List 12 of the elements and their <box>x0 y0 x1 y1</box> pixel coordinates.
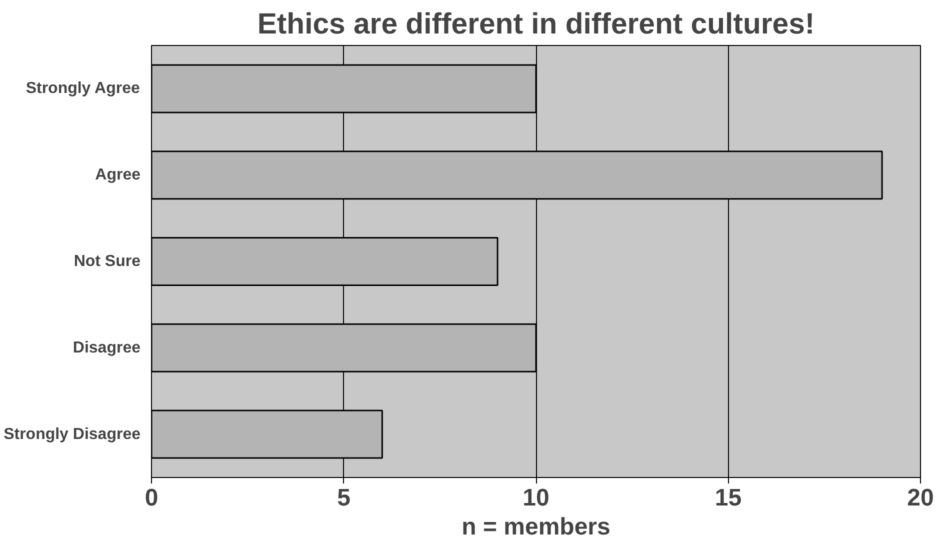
y-tick-label: Strongly Disagree <box>4 426 141 443</box>
x-tick-label: 15 <box>714 484 742 512</box>
x-axis-title: n = members <box>462 514 610 540</box>
x-tick-label: 5 <box>337 484 350 512</box>
y-tick-label: Not Sure <box>74 253 141 270</box>
x-tick-label: 10 <box>522 484 550 512</box>
chart-title: Ethics are different in different cultures! <box>257 8 815 40</box>
x-tick-label: 20 <box>907 484 934 512</box>
x-tick-label: 0 <box>144 484 158 512</box>
y-tick-label: Agree <box>95 166 141 184</box>
y-tick-label: Disagree <box>72 339 141 356</box>
y-tick-label: Strongly Agree <box>26 80 140 98</box>
